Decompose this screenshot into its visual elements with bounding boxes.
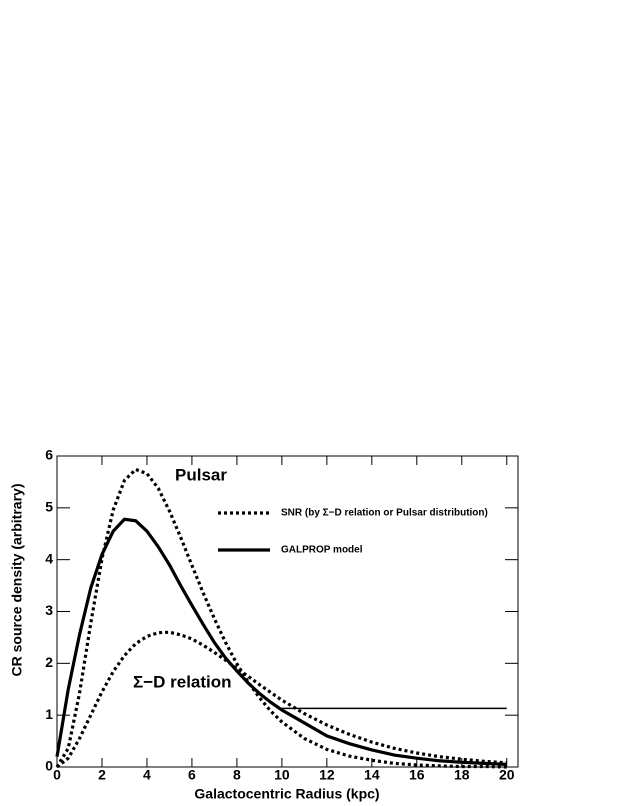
x-tick-label: 8 <box>233 767 241 783</box>
annotation: Pulsar <box>175 465 227 484</box>
series-line <box>55 467 507 769</box>
series-line <box>56 630 507 769</box>
y-tick-label: 4 <box>45 550 53 566</box>
x-tick-label: 12 <box>319 767 335 783</box>
x-tick-label: 18 <box>454 767 470 783</box>
x-tick-label: 6 <box>188 767 196 783</box>
y-tick-label: 6 <box>45 447 53 463</box>
y-tick-label: 3 <box>45 602 53 618</box>
y-tick-label: 5 <box>45 499 53 515</box>
y-tick-label: 1 <box>45 706 53 722</box>
x-tick-label: 4 <box>143 767 151 783</box>
x-tick-label: 16 <box>409 767 425 783</box>
y-tick-label: 2 <box>45 654 53 670</box>
legend-label: SNR (by Σ−D relation or Pulsar distribut… <box>281 508 488 519</box>
x-tick-label: 10 <box>274 767 290 783</box>
x-tick-label: 14 <box>364 767 380 783</box>
x-tick-label: 20 <box>499 767 515 783</box>
plot-frame <box>56 455 519 768</box>
x-tick-label: 0 <box>53 767 61 783</box>
y-axis-label: CR source density (arbitrary) <box>9 484 25 677</box>
annotation: Σ−D relation <box>133 672 232 691</box>
series-line <box>55 517 507 767</box>
legend-label: GALPROP model <box>281 545 363 556</box>
x-tick-label: 2 <box>98 767 106 783</box>
y-tick-label: 0 <box>45 758 53 774</box>
x-axis-label: Galactocentric Radius (kpc) <box>194 786 379 802</box>
